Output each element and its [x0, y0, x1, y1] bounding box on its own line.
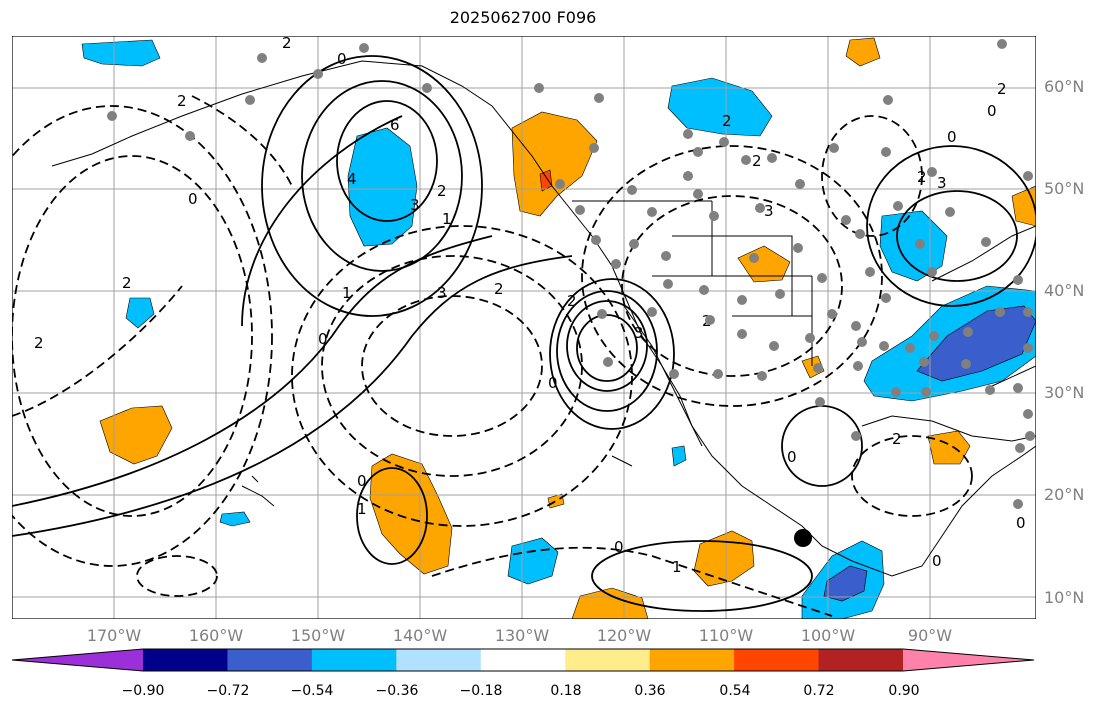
contour-label: 2 [917, 168, 927, 186]
contour-label: 3 [764, 202, 774, 220]
lat-label: 60°N [1044, 77, 1085, 96]
lon-label: 170°W [86, 626, 142, 645]
contour-label: 2 [494, 280, 504, 298]
colorbar-segment [143, 649, 228, 671]
colorbar-left-extension [12, 649, 143, 671]
contour-label: 2 [752, 152, 762, 170]
blue-area [125, 297, 155, 329]
lon-label: 150°W [290, 626, 346, 645]
map-panel: 2 0 2 6 4 3 2 0 1 2 3 2 0 2 3 1 2 2 0 0 … [12, 36, 1036, 619]
lat-label: 20°N [1044, 485, 1085, 504]
lon-label: 120°W [596, 626, 652, 645]
blue-area [667, 77, 773, 137]
contour-label: 2 [892, 430, 902, 448]
colorbar-segments [11, 648, 1035, 672]
colorbar-tick-label: −0.90 [121, 683, 165, 699]
colorbar-outline [11, 648, 1035, 672]
blue-area [347, 127, 418, 247]
contour-label: 2 [122, 274, 132, 292]
orange-area [845, 37, 881, 67]
contour-label: 3 [437, 284, 447, 302]
graticule [12, 36, 1036, 619]
contour-label: 0 [337, 50, 347, 68]
colorbar-segment [649, 649, 735, 671]
contour-label: 0 [987, 102, 997, 120]
colorbar-tick-label: 0.36 [634, 683, 666, 699]
colorbar-segment [565, 649, 651, 671]
lat-label: 10°N [1044, 588, 1085, 607]
orange-area [693, 530, 755, 587]
lat-label: 40°N [1044, 281, 1085, 300]
contour-label: 1 [357, 500, 367, 518]
contour-label: 2 [567, 292, 577, 310]
contour-label: 0 [947, 128, 957, 146]
contour-label: 0 [787, 448, 797, 466]
lon-label: 100°W [800, 626, 856, 645]
contour-label: 2 [282, 36, 292, 52]
dashed-contours [12, 95, 973, 617]
orange-area [927, 430, 971, 465]
contour-label: 6 [390, 116, 400, 134]
dark-blue-area [823, 565, 868, 602]
coastlines [51, 60, 1036, 577]
lon-label: 160°W [188, 626, 244, 645]
contour-label: 0 [548, 374, 558, 392]
contour-label: 0 [614, 538, 624, 556]
colorbar-segment [734, 649, 820, 671]
contour-label: 2 [722, 112, 732, 130]
colorbar-right-extension [903, 649, 1034, 671]
lat-label: 30°N [1044, 383, 1085, 402]
dark-blue-area [916, 305, 1036, 382]
station-dots [107, 39, 1035, 509]
blue-area [219, 511, 251, 527]
orange-area [511, 111, 598, 217]
contour-label: 1 [342, 284, 352, 302]
colorbar-tick-label: −0.54 [290, 683, 334, 699]
blue-area [671, 445, 687, 467]
colorbar [11, 648, 1035, 672]
contour-label: 1 [442, 210, 452, 228]
colorbar-segment [818, 649, 904, 671]
colorbar-segment [480, 649, 566, 671]
contour-label: 2 [997, 80, 1007, 98]
contour-labels: 2 0 2 6 4 3 2 0 1 2 3 2 0 2 3 1 2 2 0 0 … [34, 36, 1026, 576]
colorbar-tick-label: 0.54 [719, 683, 751, 699]
black-marker-dot [794, 529, 812, 547]
colorbar-tick-label: 0.90 [888, 683, 920, 699]
shaded-areas [81, 37, 1036, 619]
contour-label: 0 [188, 190, 198, 208]
lon-label: 110°W [698, 626, 754, 645]
contour-label: 3 [634, 324, 644, 342]
contour-label: 2 [437, 182, 447, 200]
contour-label: 3 [937, 174, 947, 192]
colorbar-tick-label: 0.72 [803, 683, 835, 699]
lon-label: 90°W [907, 626, 953, 645]
orange-area [369, 453, 453, 575]
contour-label: 0 [357, 472, 367, 490]
lon-label: 130°W [494, 626, 550, 645]
colorbar-tick-label: −0.36 [375, 683, 419, 699]
colorbar-segment [311, 649, 397, 671]
contour-label: 0 [932, 552, 942, 570]
contour-label: 2 [177, 92, 187, 110]
lon-label: 140°W [392, 626, 448, 645]
colorbar-tick-label: 0.18 [550, 683, 582, 699]
contour-label: 3 [410, 196, 420, 214]
colorbar-segment [396, 649, 482, 671]
contour-label: 0 [1016, 514, 1026, 532]
contour-label: 2 [34, 334, 44, 352]
contour-label: 4 [347, 170, 357, 188]
colorbar-tick-label: −0.18 [459, 683, 503, 699]
contour-label: 0 [318, 330, 328, 348]
colorbar-tick-label: −0.72 [206, 683, 250, 699]
contour-label: 1 [672, 558, 682, 576]
blue-area [81, 39, 161, 67]
chart-title: 2025062700 F096 [449, 8, 597, 27]
colorbar-segment [227, 649, 313, 671]
orange-area [571, 587, 649, 619]
lat-label: 50°N [1044, 179, 1085, 198]
